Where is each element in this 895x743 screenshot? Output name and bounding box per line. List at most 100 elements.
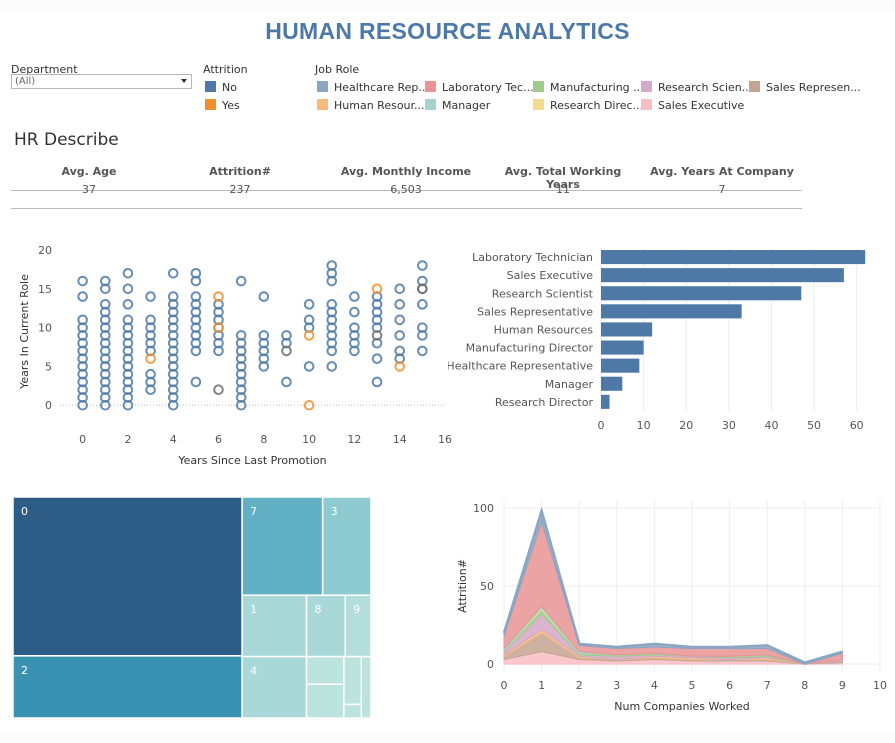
scatter-point — [213, 291, 224, 302]
summary-divider — [11, 190, 802, 191]
department-select[interactable]: (All) — [11, 74, 192, 89]
y-tick-label: 100 — [473, 502, 494, 515]
legend-item-research-direc[interactable]: Research Direc... — [533, 99, 643, 112]
job-role-bar-chart[interactable]: 0 10 20 30 40 50 60 Laboratory Technician Sales … — [448, 238, 895, 438]
legend-swatch — [641, 99, 652, 110]
page-title: HUMAN RESOURCE ANALYTICS — [265, 18, 630, 44]
treemap-cell — [13, 655, 243, 718]
legend-item-manufacturing[interactable]: Manufacturing ... — [533, 81, 644, 94]
scatter-point — [145, 353, 156, 364]
legend-swatch — [425, 99, 436, 110]
x-axis-title: Num Companies Worked — [614, 700, 750, 713]
scatter-point — [122, 267, 134, 279]
bar — [601, 268, 844, 283]
summary-bottom-border — [11, 208, 802, 209]
treemap-label: 8 — [315, 603, 322, 616]
treemap-label: 3 — [331, 505, 338, 518]
category-label: Research Scientist — [492, 287, 594, 300]
treemap-cell — [305, 655, 345, 685]
kpi-value-total-working-years: 11 — [556, 183, 570, 196]
legend-swatch — [533, 81, 544, 92]
x-tick-label: 9 — [839, 679, 846, 692]
x-tick-label: 8 — [801, 679, 808, 692]
kpi-header-monthly-income: Avg. Monthly Income — [340, 165, 472, 178]
y-axis-title: Years In Current Role — [18, 274, 31, 390]
attrition-legend-label: Attrition — [203, 63, 248, 76]
legend-item-label: Research Scien... — [658, 81, 753, 94]
legend-item-sales-executive[interactable]: Sales Executive — [641, 99, 744, 112]
treemap-label: 4 — [250, 665, 257, 678]
scatter-point — [371, 376, 383, 388]
bar — [601, 304, 742, 319]
scatter-point — [349, 291, 360, 302]
scatter-chart[interactable]: 0 5 10 15 20 0 2 4 6 8 10 12 14 16 Years Since Last Pr… — [0, 238, 455, 473]
y-tick-label: 0 — [487, 658, 494, 671]
scatter-point — [394, 330, 406, 341]
scatter-point — [417, 299, 428, 310]
category-label: Laboratory Technician — [472, 251, 593, 264]
x-tick-label: 4 — [651, 679, 658, 692]
legend-item-manager[interactable]: Manager — [425, 99, 490, 112]
scatter-point — [417, 283, 428, 295]
department-filter-label: Department — [11, 63, 78, 76]
scatter-point — [303, 399, 315, 411]
kpi-header-avg-age: Avg. Age — [61, 165, 117, 178]
bar — [601, 322, 653, 337]
legend-item-healthcare-rep[interactable]: Healthcare Rep... — [317, 81, 429, 94]
x-tick-label: 10 — [302, 433, 316, 446]
x-tick-label: 0 — [79, 433, 86, 446]
category-label: Human Resources — [494, 323, 594, 336]
job-role-legend-label: Job Role — [315, 63, 360, 76]
category-label: Manufacturing Director — [466, 342, 594, 355]
legend-item-label: No — [222, 81, 237, 94]
legend-item-label: Manager — [442, 99, 491, 112]
scatter-point — [394, 345, 406, 357]
scatter-point — [122, 299, 134, 310]
x-tick-label: 8 — [260, 433, 267, 446]
bar — [601, 394, 610, 409]
legend-item-label: Sales Represen... — [766, 81, 861, 94]
treemap-label: 9 — [353, 603, 360, 616]
scatter-point — [235, 330, 247, 341]
kpi-value-monthly-income: 6,503 — [390, 183, 422, 196]
scatter-point — [145, 291, 156, 302]
scatter-point — [326, 299, 338, 310]
x-tick-label: 14 — [393, 433, 407, 446]
scatter-point — [394, 361, 406, 372]
scatter-point — [122, 314, 134, 326]
legend-item-attrition-no[interactable]: No — [205, 81, 237, 94]
x-tick-label: 12 — [347, 433, 361, 446]
y-tick-label: 20 — [38, 244, 52, 257]
x-tick-label: 0 — [598, 419, 605, 432]
legend-item-sales-represen[interactable]: Sales Represen... — [749, 81, 861, 94]
x-tick-label: 6 — [726, 679, 733, 692]
scatter-point — [303, 361, 315, 372]
scatter-point — [349, 322, 360, 333]
legend-swatch — [425, 81, 436, 92]
scatter-point — [122, 283, 134, 295]
scatter-point — [371, 330, 383, 341]
scatter-point — [281, 376, 292, 388]
legend-item-human-resour[interactable]: Human Resour... — [317, 99, 425, 112]
scatter-point — [394, 299, 406, 310]
scatter-point — [213, 322, 224, 333]
y-tick-label: 50 — [480, 580, 494, 593]
legend-swatch — [317, 99, 328, 110]
treemap-label: 1 — [250, 603, 257, 616]
legend-swatch — [317, 81, 328, 92]
legend-item-attrition-yes[interactable]: Yes — [205, 99, 240, 112]
scatter-point — [303, 299, 315, 310]
treemap-cell — [305, 683, 345, 718]
x-tick-label: 2 — [576, 679, 583, 692]
legend-swatch — [533, 99, 544, 110]
bar — [601, 340, 644, 355]
legend-item-laboratory-tec[interactable]: Laboratory Tec... — [425, 81, 534, 94]
legend-swatch — [205, 99, 216, 110]
treemap-label: 0 — [21, 505, 28, 518]
scatter-point — [99, 299, 111, 310]
scatter-point — [99, 275, 111, 287]
legend-item-research-scien[interactable]: Research Scien... — [641, 81, 752, 94]
kpi-header-attrition: Attrition# — [209, 165, 271, 178]
treemap-chart[interactable]: 0 2 7 3 1 4 8 9 — [13, 497, 371, 718]
